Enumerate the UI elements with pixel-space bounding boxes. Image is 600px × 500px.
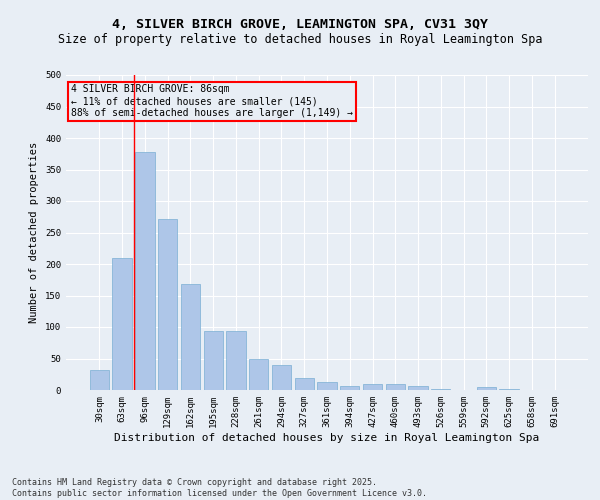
Bar [249,358,268,390]
Bar [386,384,405,390]
Text: Size of property relative to detached houses in Royal Leamington Spa: Size of property relative to detached ho… [58,32,542,46]
Bar [181,284,200,390]
Y-axis label: Number of detached properties: Number of detached properties [29,142,40,323]
Bar [340,386,359,390]
X-axis label: Distribution of detached houses by size in Royal Leamington Spa: Distribution of detached houses by size … [115,432,539,442]
Bar [272,366,291,390]
Bar [135,152,155,390]
Bar [112,258,132,390]
Text: 4, SILVER BIRCH GROVE, LEAMINGTON SPA, CV31 3QY: 4, SILVER BIRCH GROVE, LEAMINGTON SPA, C… [112,18,488,30]
Bar [363,384,382,390]
Bar [226,332,245,390]
Bar [317,382,337,390]
Bar [476,388,496,390]
Bar [90,370,109,390]
Bar [203,332,223,390]
Bar [295,378,314,390]
Text: 4 SILVER BIRCH GROVE: 86sqm
← 11% of detached houses are smaller (145)
88% of se: 4 SILVER BIRCH GROVE: 86sqm ← 11% of det… [71,84,353,117]
Text: Contains HM Land Registry data © Crown copyright and database right 2025.
Contai: Contains HM Land Registry data © Crown c… [12,478,427,498]
Bar [409,386,428,390]
Bar [158,218,178,390]
